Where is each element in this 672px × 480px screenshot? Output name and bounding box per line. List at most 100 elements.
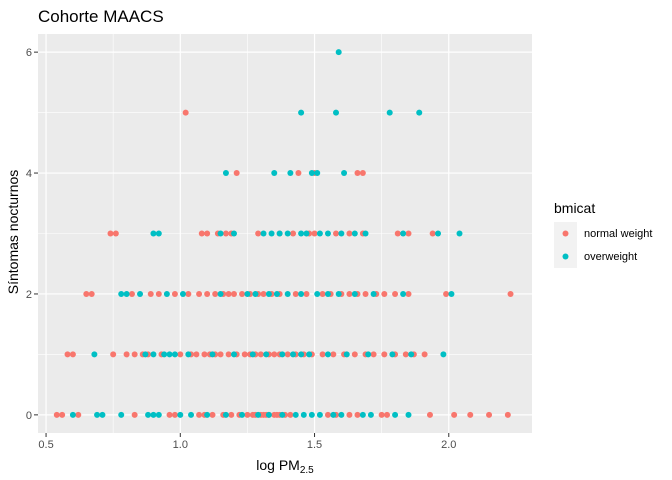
data-point: [265, 290, 272, 297]
data-point: [137, 290, 144, 297]
data-point: [268, 230, 275, 237]
data-point: [255, 411, 262, 418]
data-point: [504, 411, 511, 418]
data-point: [123, 290, 130, 297]
data-point: [185, 290, 192, 297]
data-point: [64, 351, 71, 358]
legend: bmicat normal weight overweight: [554, 200, 652, 268]
data-point: [230, 351, 237, 358]
data-point: [279, 411, 286, 418]
data-point: [333, 230, 340, 237]
y-tick-label: 0: [26, 410, 32, 422]
data-point: [311, 230, 318, 237]
data-point: [260, 230, 267, 237]
data-point: [367, 411, 374, 418]
data-point: [408, 351, 415, 358]
data-point: [346, 411, 353, 418]
data-point: [330, 351, 337, 358]
data-points: [53, 49, 514, 418]
data-point: [284, 351, 291, 358]
data-point: [171, 290, 178, 297]
data-point: [303, 230, 310, 237]
data-point: [225, 290, 232, 297]
data-point: [426, 411, 433, 418]
data-point: [343, 351, 350, 358]
data-point: [265, 411, 272, 418]
data-point: [300, 411, 307, 418]
y-axis-title: Síntomas nocturnos: [5, 170, 21, 295]
data-point: [147, 290, 154, 297]
data-point: [351, 230, 358, 237]
data-point: [271, 170, 278, 177]
data-point: [196, 411, 203, 418]
data-point: [75, 411, 82, 418]
data-point: [314, 170, 321, 177]
data-point: [319, 290, 326, 297]
data-point: [381, 290, 388, 297]
data-point: [448, 290, 455, 297]
y-tick-label: 6: [26, 47, 32, 59]
data-point: [394, 230, 401, 237]
data-point: [443, 290, 450, 297]
data-point: [386, 109, 393, 116]
data-point: [351, 290, 358, 297]
data-point: [131, 411, 138, 418]
data-point: [284, 230, 291, 237]
x-tick-label: 0.5: [38, 439, 53, 451]
data-point: [338, 230, 345, 237]
data-point: [244, 411, 251, 418]
data-point: [99, 411, 106, 418]
data-point: [330, 411, 337, 418]
data-point: [225, 351, 232, 358]
data-point: [324, 411, 331, 418]
x-axis-title-subscript: 2.5: [300, 465, 314, 476]
data-point: [171, 351, 178, 358]
legend-key-dot: [562, 253, 569, 260]
data-point: [290, 230, 297, 237]
data-point: [338, 411, 345, 418]
data-point: [435, 230, 442, 237]
data-point: [324, 351, 331, 358]
data-point: [370, 351, 377, 358]
data-point: [392, 411, 399, 418]
data-point: [230, 290, 237, 297]
data-point: [222, 411, 229, 418]
data-point: [118, 411, 125, 418]
data-point: [88, 290, 95, 297]
data-point: [384, 411, 391, 418]
data-point: [118, 290, 125, 297]
data-point: [416, 109, 423, 116]
data-point: [308, 411, 315, 418]
data-point: [204, 230, 211, 237]
data-point: [467, 411, 474, 418]
data-point: [83, 290, 90, 297]
data-point: [507, 290, 514, 297]
data-point: [405, 290, 412, 297]
data-point: [451, 411, 458, 418]
data-point: [166, 411, 173, 418]
data-point: [298, 230, 305, 237]
data-point: [440, 351, 447, 358]
data-point: [316, 230, 323, 237]
data-point: [198, 230, 205, 237]
data-point: [179, 290, 186, 297]
data-point: [486, 411, 493, 418]
data-point: [145, 411, 152, 418]
data-point: [239, 290, 246, 297]
data-point: [400, 290, 407, 297]
data-point: [59, 411, 66, 418]
data-point: [279, 351, 286, 358]
data-point: [298, 109, 305, 116]
data-point: [217, 290, 224, 297]
y-axis-ticks: 0 2 4 6: [26, 47, 38, 422]
y-tick-label: 4: [26, 168, 32, 180]
data-point: [359, 170, 366, 177]
data-point: [217, 351, 224, 358]
legend-title: bmicat: [554, 200, 595, 216]
data-point: [182, 109, 189, 116]
data-point: [287, 170, 294, 177]
data-point: [341, 170, 348, 177]
x-tick-label: 2.0: [441, 439, 456, 451]
data-point: [91, 351, 98, 358]
data-point: [196, 290, 203, 297]
